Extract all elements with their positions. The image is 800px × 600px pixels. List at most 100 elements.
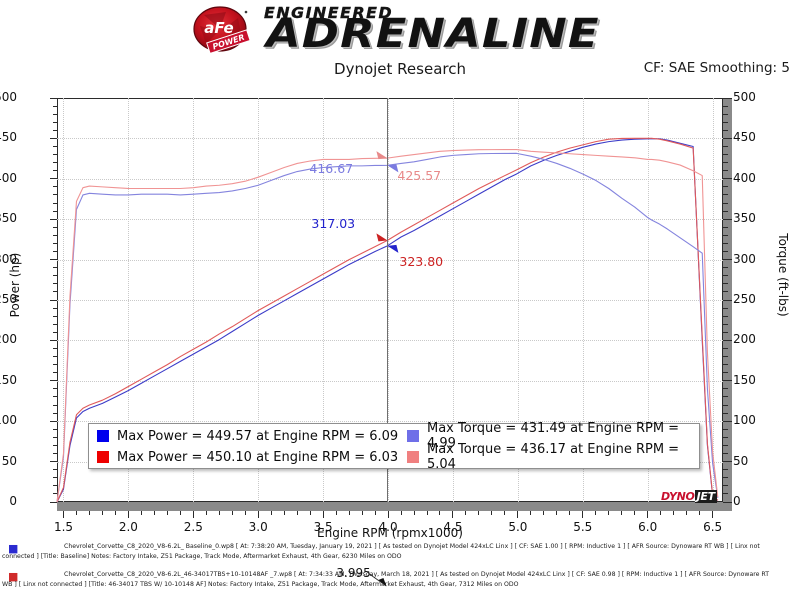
- brand-engineered-text: ENGINEERED: [264, 4, 394, 22]
- y-minor-tick: [723, 436, 728, 438]
- y-minor-tick: [53, 234, 57, 236]
- annotation-power-baseline: 317.03: [311, 215, 356, 231]
- y-minor-tick: [723, 129, 728, 131]
- y-minor-tick: [723, 469, 728, 471]
- x-minor-tick: [634, 511, 636, 515]
- y-minor-tick: [53, 388, 57, 390]
- legend-label-torque-modified: Max Torque = 436.17 at Engine RPM = 5.04: [427, 442, 680, 472]
- gridline-h: [57, 138, 723, 140]
- gridline-v: [128, 98, 130, 502]
- y-tick-label-left: 200: [0, 332, 17, 347]
- y-tick-right: [723, 339, 732, 341]
- footer-text-modified: Chevrolet_Corvette_C8_2020_V8-6.2L_46-34…: [2, 570, 792, 589]
- footer-line-2: WB ] [ Linx not connected ] [Title: 46-3…: [2, 580, 519, 588]
- x-minor-tick: [673, 511, 675, 515]
- x-minor-tick: [478, 511, 480, 515]
- footer-text-baseline: Chevrolet_Corvette_C8_2020_V8-6.2L_ Base…: [2, 542, 792, 561]
- y-minor-tick: [53, 469, 57, 471]
- cursor-line[interactable]: [387, 98, 389, 502]
- x-minor-tick: [88, 511, 90, 515]
- y-tick-label-left: 300: [0, 251, 17, 266]
- y-tick-left: [50, 137, 57, 139]
- y-minor-tick: [723, 428, 728, 430]
- y-minor-tick: [53, 121, 57, 123]
- y-tick-label-right: 250: [733, 292, 756, 306]
- gridline-v: [647, 98, 649, 502]
- y-tick-left: [50, 218, 57, 220]
- x-minor-tick: [348, 511, 350, 515]
- y-minor-tick: [53, 251, 57, 253]
- y2-axis-bar: [723, 98, 732, 511]
- legend-label-power-baseline: Max Power = 449.57 at Engine RPM = 6.09: [117, 428, 399, 444]
- legend-item-power-baseline: Max Power = 449.57 at Engine RPM = 6.09: [97, 426, 398, 446]
- gridline-v: [63, 98, 65, 502]
- footer-line-1: Chevrolet_Corvette_C8_2020_V8-6.2L_ Base…: [64, 543, 760, 550]
- legend-item-power-modified: Max Power = 450.10 at Engine RPM = 6.03: [97, 447, 398, 467]
- gridline-v: [712, 98, 714, 502]
- x-minor-tick: [283, 511, 285, 515]
- y-tick-label-left: 450: [0, 130, 17, 145]
- x-minor-tick: [361, 511, 363, 515]
- cf-smoothing-label: CF: SAE Smoothing: 5: [643, 60, 790, 76]
- legend-label-torque-baseline: Max Torque = 431.49 at Engine RPM = 4.99: [427, 421, 680, 451]
- y-tick-label-right: 50: [733, 453, 749, 468]
- y-minor-tick: [723, 323, 728, 325]
- x-tick-label: 6.0: [638, 520, 658, 534]
- chart-subtitle: Dynojet Research: [334, 60, 466, 78]
- y-minor-tick: [723, 388, 728, 390]
- x-tick-label: 1.5: [53, 520, 74, 534]
- y-minor-tick: [53, 347, 57, 349]
- gridline-v: [258, 98, 260, 502]
- gridline-h: [57, 340, 723, 342]
- y-minor-tick: [723, 121, 728, 123]
- x-minor-tick: [140, 511, 142, 515]
- annotation-power-modified: 323.80: [399, 254, 444, 270]
- x-tick-label: 5.5: [573, 520, 593, 534]
- x-minor-tick: [439, 511, 441, 515]
- legend-item-torque-baseline: Max Torque = 431.49 at Engine RPM = 4.99: [407, 421, 699, 451]
- legend-label-power-modified: Max Power = 450.10 at Engine RPM = 6.03: [117, 449, 399, 465]
- y-tick-label-left: 500: [0, 90, 17, 104]
- y-minor-tick: [723, 283, 728, 285]
- y-minor-tick: [53, 444, 57, 446]
- gridline-h: [57, 421, 723, 423]
- x-tick-label: 4.0: [378, 520, 398, 534]
- x-minor-tick: [205, 511, 207, 515]
- brand-adrenaline-text: ADRENALINE: [266, 11, 600, 57]
- y-minor-tick: [53, 323, 57, 325]
- y-minor-tick: [53, 267, 57, 269]
- x-minor-tick: [153, 511, 155, 515]
- x-tick: [582, 511, 584, 518]
- y-minor-tick: [723, 331, 728, 333]
- y-minor-tick: [53, 129, 57, 131]
- y-minor-tick: [53, 412, 57, 414]
- y-minor-tick: [53, 291, 57, 293]
- y-minor-tick: [53, 170, 57, 172]
- annotation-arrow-power-modified: [376, 233, 388, 242]
- y-tick-label-left: 0: [9, 494, 17, 508]
- y-minor-tick: [723, 485, 728, 487]
- footer: ■ Chevrolet_Corvette_C8_2020_V8-6.2L_ Ba…: [0, 540, 800, 600]
- x-tick: [257, 511, 259, 518]
- y-tick-label-right: 400: [733, 170, 756, 185]
- annotation-arrow-torque-baseline: [387, 164, 399, 173]
- y-tick-left: [50, 178, 57, 180]
- footer-line-2: connected ] [Title: Baseline] Notes: Fac…: [2, 552, 402, 560]
- x-minor-tick: [218, 511, 220, 515]
- y-axis-right-title: Torque (ft-lbs): [776, 233, 790, 317]
- y-minor-tick: [723, 453, 728, 455]
- plot-area: 0 50 100 150 200 250 300 350 400 450 500 0 50 100 150…: [0, 90, 790, 540]
- y-tick-label-right: 100: [733, 413, 756, 428]
- y-tick-right: [723, 420, 732, 422]
- y-minor-tick: [723, 275, 728, 277]
- dynojet-watermark-jet: JET: [694, 490, 717, 503]
- y-minor-tick: [723, 202, 728, 204]
- legend-swatch-power-baseline: [97, 430, 109, 442]
- x-minor-tick: [374, 511, 376, 515]
- y-minor-tick: [53, 162, 57, 164]
- curve-torque-modified: [56, 149, 719, 503]
- x-minor-tick: [556, 511, 558, 515]
- x-minor-tick: [335, 511, 337, 515]
- y-tick-label-left: 400: [0, 170, 17, 185]
- y-minor-tick: [53, 396, 57, 398]
